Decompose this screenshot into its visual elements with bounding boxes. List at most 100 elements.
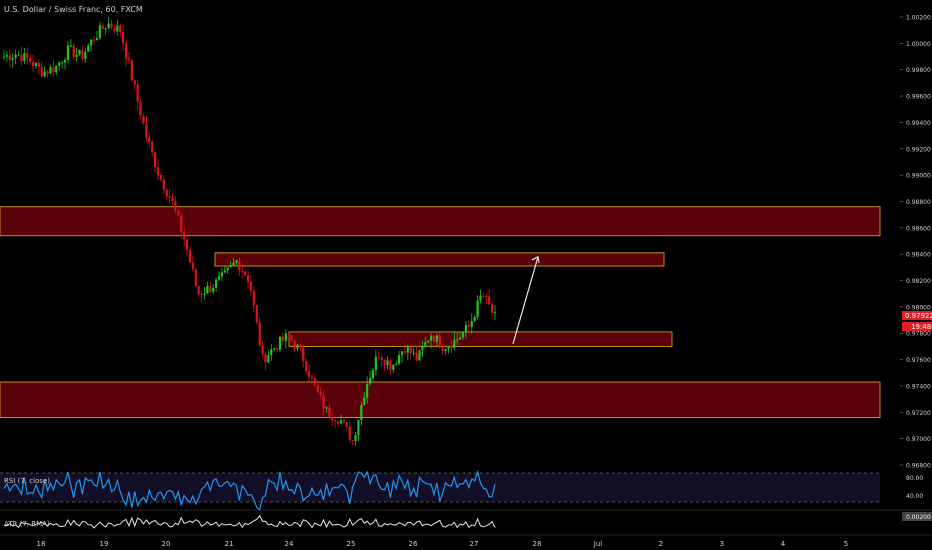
price-tick-label: 1.00000 xyxy=(906,41,931,48)
candle-body xyxy=(453,339,456,348)
candle-body xyxy=(403,351,407,353)
price-tags: 0.97922 19:48 xyxy=(902,311,932,331)
candle-body xyxy=(252,290,255,305)
candle-body xyxy=(87,45,90,52)
candle-body xyxy=(473,317,476,321)
candle-body xyxy=(75,54,78,58)
candle-body xyxy=(191,262,194,270)
rsi-panel[interactable]: RSI (7, close) 80.00 40.00 xyxy=(0,469,923,512)
price-tick-label: 0.98600 xyxy=(906,225,931,232)
candle-body xyxy=(145,123,148,138)
candle-body xyxy=(284,333,287,341)
price-tick-label: 0.97000 xyxy=(906,436,931,443)
candle-body xyxy=(438,335,441,348)
candle-body xyxy=(2,56,6,58)
candle-body xyxy=(81,50,84,59)
candle-body xyxy=(63,60,67,63)
candle-body xyxy=(34,62,38,66)
candle-body xyxy=(17,54,20,56)
candle-body xyxy=(92,39,96,41)
candle-body xyxy=(398,354,401,364)
time-tick-label: 24 xyxy=(285,540,294,548)
candle-body xyxy=(37,62,40,67)
candle-body xyxy=(325,407,328,409)
candle-body xyxy=(363,397,366,406)
candle-body xyxy=(444,348,447,351)
countdown-tag xyxy=(902,322,932,331)
candle-body xyxy=(52,67,55,73)
candle-body xyxy=(339,420,343,424)
candle-body xyxy=(456,339,459,341)
chart-title: U.S. Dollar / Swiss Franc, 60, FXCM xyxy=(4,5,143,14)
sr-zone xyxy=(214,252,665,267)
rsi-tick-40: 40.00 xyxy=(906,493,923,500)
atr-panel[interactable]: ATR (7, RMA) 0.00200 xyxy=(3,512,932,529)
price-tick-label: 1.00200 xyxy=(906,15,931,22)
time-tick-label: 4 xyxy=(781,540,786,548)
candle-body xyxy=(165,189,168,197)
last-price-text: 0.97922 xyxy=(905,312,932,320)
candle-body xyxy=(366,384,369,398)
candle-body xyxy=(307,371,311,378)
price-tick-label: 0.99800 xyxy=(906,67,931,74)
candle-body xyxy=(380,357,383,361)
candle-body xyxy=(130,60,133,81)
candle-body xyxy=(278,336,282,350)
candle-body xyxy=(183,231,186,240)
candle-body xyxy=(290,335,293,341)
time-tick-label: 3 xyxy=(720,540,724,548)
candle-body xyxy=(258,322,261,346)
candle-body xyxy=(490,304,494,313)
candle-body xyxy=(322,394,325,409)
sr-zone xyxy=(0,381,881,419)
candle-body xyxy=(104,28,107,30)
candle-body xyxy=(127,58,131,61)
time-tick-label: 2 xyxy=(659,540,663,548)
candle-body xyxy=(467,325,470,327)
candle-body xyxy=(450,346,453,348)
candle-body xyxy=(23,53,26,62)
rsi-band xyxy=(0,473,880,502)
candle-body xyxy=(214,279,218,288)
candle-body xyxy=(220,272,223,277)
candle-body xyxy=(415,352,418,361)
candle-body xyxy=(342,420,346,422)
candle-body xyxy=(8,55,11,60)
atr-tick: 0.00200 xyxy=(906,514,931,521)
candle-body xyxy=(101,25,104,29)
candle-body xyxy=(299,344,302,348)
candle-body xyxy=(49,67,52,74)
price-tick-label: 0.99200 xyxy=(906,146,931,153)
candle-body xyxy=(328,407,331,418)
candle-body xyxy=(409,346,412,354)
candle-body xyxy=(43,71,46,77)
candle-body xyxy=(46,71,49,74)
countdown-text: 19:48 xyxy=(911,323,931,331)
candle-body xyxy=(392,364,395,370)
price-axis[interactable]: 1.00200 1.00000 0.99800 0.99600 0.99400 0.992… xyxy=(900,15,931,470)
candle-body xyxy=(66,45,70,61)
price-tick-label: 0.96800 xyxy=(906,463,931,470)
candle-body xyxy=(55,65,58,73)
candle-body xyxy=(427,340,430,343)
candle-body xyxy=(217,276,221,280)
candle-body xyxy=(78,50,81,55)
time-tick-label: 26 xyxy=(409,540,418,548)
candle-body xyxy=(371,370,375,379)
candle-body xyxy=(479,295,482,301)
candle-body xyxy=(302,347,305,362)
arrow-shaft xyxy=(512,256,539,344)
candle-body xyxy=(447,346,450,349)
candle-body xyxy=(95,38,99,40)
candle-body xyxy=(357,419,360,436)
candle-body xyxy=(26,53,29,59)
candle-body xyxy=(345,421,348,427)
candle-body xyxy=(69,45,72,47)
candle-body xyxy=(212,287,215,292)
time-axis[interactable]: 18 19 20 21 24 25 26 27 28 Jul 2 3 4 5 xyxy=(37,540,849,548)
candle-body xyxy=(168,196,171,198)
time-tick-label: 28 xyxy=(533,540,542,548)
candle-body xyxy=(470,320,473,327)
last-price-tag xyxy=(902,311,932,320)
